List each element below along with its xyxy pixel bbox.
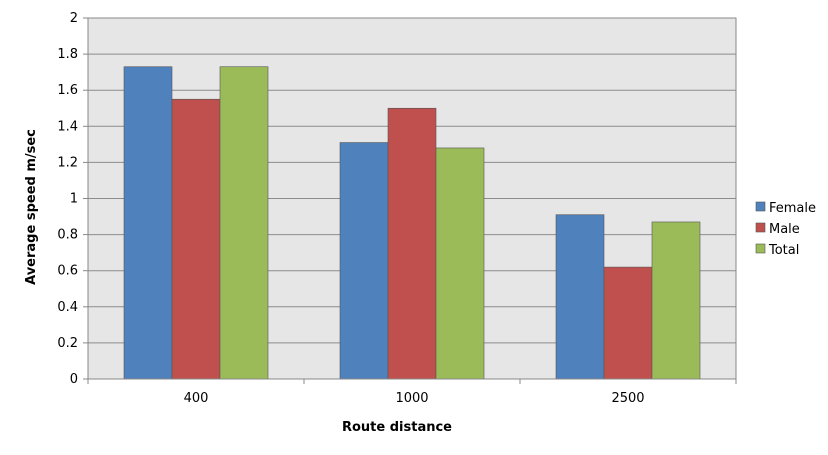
x-axis-title: Route distance — [342, 420, 452, 435]
legend-label-total: Total — [768, 243, 799, 258]
axes — [83, 17, 737, 384]
y-tick-label: 1 — [70, 192, 78, 207]
y-tick-label: 1.6 — [57, 83, 78, 98]
bar-female-2500 — [555, 214, 605, 380]
legend-label-female: Female — [769, 201, 816, 216]
y-tick-labels: 0 0.2 0.4 0.6 0.8 1 1.2 1.4 1.6 1.8 2 — [57, 11, 78, 387]
x-tick-label: 400 — [184, 391, 209, 406]
x-tick-labels: 400 1000 2500 — [184, 391, 645, 406]
y-axis-title: Average speed m/sec — [24, 129, 39, 285]
x-tick-label: 1000 — [395, 391, 428, 406]
bar-total-400 — [219, 66, 269, 380]
y-tick-label: 0 — [70, 372, 78, 387]
y-tick-label: 1.8 — [57, 47, 78, 62]
bar-female-1000 — [339, 142, 389, 380]
y-tick-label: 1.2 — [57, 155, 78, 170]
x-tick-label: 2500 — [611, 391, 644, 406]
bar-total-1000 — [435, 147, 485, 380]
bar-male-2500 — [603, 266, 653, 380]
y-tick-label: 2 — [70, 11, 78, 26]
bar-total-2500 — [651, 221, 701, 380]
legend: Female Male Total — [755, 201, 816, 258]
y-tick-label: 0.8 — [57, 228, 78, 243]
y-tick-label: 0.2 — [57, 336, 78, 351]
legend-label-male: Male — [769, 222, 800, 237]
y-tick-label: 1.4 — [57, 119, 78, 134]
y-tick-label: 0.6 — [57, 264, 78, 279]
bar-female-400 — [123, 66, 173, 380]
legend-swatch-total — [755, 243, 766, 254]
bars — [123, 66, 701, 380]
bar-male-1000 — [387, 107, 437, 380]
bar-male-400 — [171, 98, 221, 380]
y-tick-label: 0.4 — [57, 300, 78, 315]
legend-swatch-male — [755, 222, 766, 233]
legend-swatch-female — [755, 201, 766, 212]
